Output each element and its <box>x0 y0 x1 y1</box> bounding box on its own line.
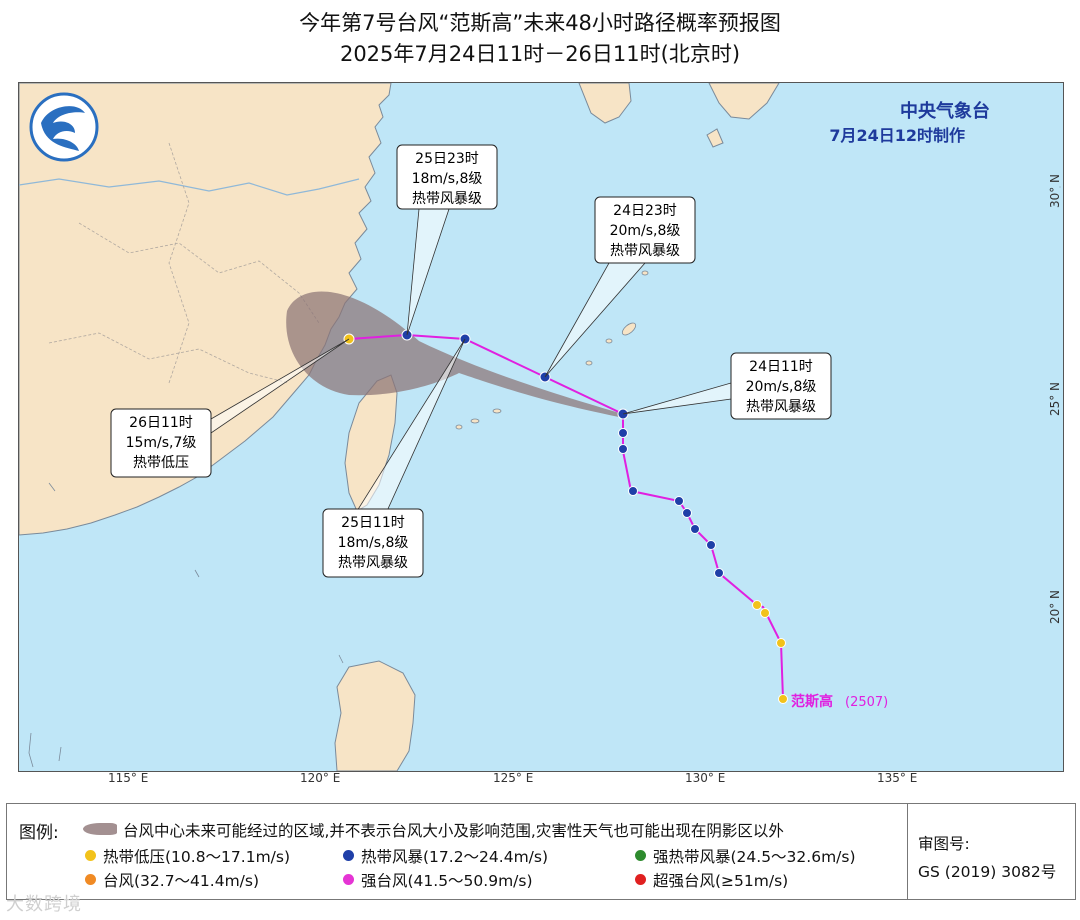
callout-24d23: 24日23时 20m/s,8级 热带风暴级 <box>594 196 696 264</box>
legend-left: 图例: 台风中心未来可能经过的区域,并不表示台风大小及影响范围,灾害性天气也可能… <box>7 804 908 899</box>
legend-sts: 强热带风暴(24.5～32.6m/s) <box>653 848 856 866</box>
lon-tick-125: 125° E <box>493 771 534 785</box>
korea-land <box>578 83 632 124</box>
japan-island <box>706 128 724 148</box>
lat-tick-20: 20° N <box>1048 590 1062 624</box>
callout-26d11: 26日11时 15m/s,7级 热带低压 <box>110 408 212 478</box>
svg-text:热带风暴级: 热带风暴级 <box>412 191 482 207</box>
lon-tick-120: 120° E <box>300 771 341 785</box>
past-track-points <box>618 428 788 704</box>
callout-25d11: 25日11时 18m/s,8级 热带风暴级 <box>322 508 424 578</box>
svg-text:热带风暴级: 热带风暴级 <box>338 555 408 571</box>
legend-box: 图例: 台风中心未来可能经过的区域,并不表示台风大小及影响范围,灾害性天气也可能… <box>6 803 1076 900</box>
title-line1: 今年第7号台风“范斯高”未来48小时路径概率预报图 <box>299 11 781 35</box>
lat-tick-25: 25° N <box>1048 382 1062 416</box>
kyushu-land <box>708 83 780 120</box>
svg-text:26日11时: 26日11时 <box>129 415 193 431</box>
svg-text:24日11时: 24日11时 <box>749 359 813 375</box>
callout-25d23: 25日23时 18m/s,8级 热带风暴级 <box>396 144 498 210</box>
svg-text:20m/s,8级: 20m/s,8级 <box>746 379 817 395</box>
lon-tick-135: 135° E <box>877 771 918 785</box>
province-border <box>48 332 290 384</box>
sts-dot-icon <box>635 850 646 861</box>
province-border <box>168 142 190 384</box>
legend-ts: 热带风暴(17.2～24.4m/s) <box>361 848 549 866</box>
cone-swatch-icon <box>83 823 117 835</box>
td-dot-icon <box>85 850 96 861</box>
map-title: 今年第7号台风“范斯高”未来48小时路径概率预报图 2025年7月24日11时－… <box>0 8 1080 70</box>
storm-code: (2507) <box>845 695 888 710</box>
sty-dot-icon <box>343 874 354 885</box>
supty-dot-icon <box>635 874 646 885</box>
storm-name: 范斯高 <box>791 693 833 710</box>
watermark-text: 大数跨境 <box>6 894 82 915</box>
agency-name: 中央气象台 <box>900 100 990 122</box>
callout-24d11: 24日11时 20m/s,8级 热带风暴级 <box>730 352 832 420</box>
ts-dot-icon <box>343 850 354 861</box>
svg-text:20m/s,8级: 20m/s,8级 <box>610 223 681 239</box>
svg-text:24日23时: 24日23时 <box>613 203 677 219</box>
legend-review: 审图号: GS (2019) 3082号 <box>908 804 1075 899</box>
svg-text:热带风暴级: 热带风暴级 <box>746 399 816 415</box>
map-svg: 25日23时 18m/s,8级 热带风暴级 24日23时 20m/s,8级 热带… <box>19 83 1063 771</box>
svg-text:热带低压: 热带低压 <box>133 455 189 471</box>
lat-tick-30: 30° N <box>1048 174 1062 208</box>
legend-title: 图例: <box>19 823 59 843</box>
luzon-land <box>334 660 416 771</box>
legend-sty: 强台风(41.5～50.9m/s) <box>361 872 533 890</box>
cma-logo-icon <box>29 92 99 162</box>
map-frame: 25日23时 18m/s,8级 热带风暴级 24日23时 20m/s,8级 热带… <box>18 82 1064 772</box>
lon-tick-115: 115° E <box>108 771 149 785</box>
review-number: GS (2019) 3082号 <box>918 863 1057 881</box>
lon-tick-130: 130° E <box>685 771 726 785</box>
svg-text:25日11时: 25日11时 <box>341 515 405 531</box>
svg-text:15m/s,7级: 15m/s,7级 <box>126 435 197 451</box>
river-line <box>19 178 360 196</box>
ty-dot-icon <box>85 874 96 885</box>
scs-islands <box>28 482 344 768</box>
probability-cone <box>286 291 623 417</box>
legend-cone-text: 台风中心未来可能经过的区域,并不表示台风大小及影响范围,灾害性天气也可能出现在阴… <box>123 822 784 840</box>
title-line2: 2025年7月24日11时－26日11时(北京时) <box>339 42 741 66</box>
svg-text:18m/s,8级: 18m/s,8级 <box>412 171 483 187</box>
agency-made: 7月24日12时制作 <box>829 126 965 145</box>
legend-td: 热带低压(10.8～17.1m/s) <box>103 848 291 866</box>
svg-text:18m/s,8级: 18m/s,8级 <box>338 535 409 551</box>
callout-leaders <box>210 208 732 512</box>
svg-text:25日23时: 25日23时 <box>415 151 479 167</box>
review-label: 审图号: <box>918 835 970 853</box>
svg-text:热带风暴级: 热带风暴级 <box>610 243 680 259</box>
legend-supty: 超强台风(≥51m/s) <box>653 872 789 890</box>
province-border <box>78 222 320 324</box>
legend-ty: 台风(32.7～41.4m/s) <box>103 872 260 890</box>
